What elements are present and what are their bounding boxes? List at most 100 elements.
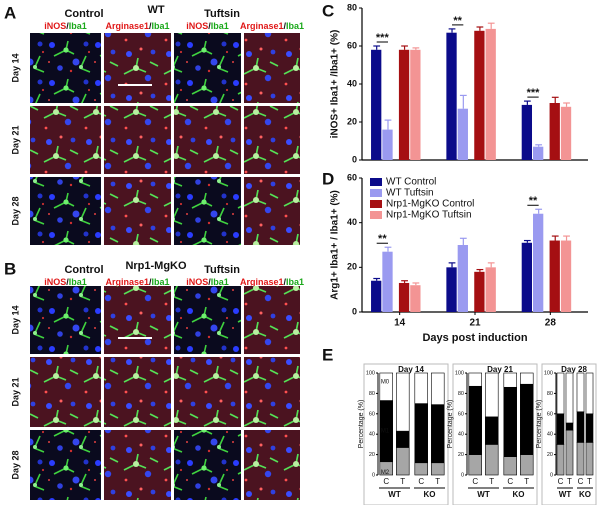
micrograph [104,177,171,245]
stacked-segment [520,454,534,476]
chart-title: Day 21 [487,365,513,374]
stacked-segment [396,447,410,476]
stain-counter: Iba1 [152,277,170,287]
y-tick-label: 0 [372,472,375,478]
y-tick-label: 20 [347,116,357,126]
panel-letter: D [322,169,334,188]
stain-separator: / [149,21,152,31]
bar [446,32,457,161]
x-tick-label: T [567,477,572,486]
stain-label: Arginase1/Iba1 [105,21,169,31]
legend-label: WT Tuftsin [386,188,434,199]
x-tick-label: T [587,477,592,486]
bar [521,242,533,312]
stacked-segment [396,430,410,448]
significance-label: *** [376,32,390,44]
group-label: KO [513,490,525,499]
legend-swatch [370,200,382,208]
condition-label: Tuftsin [204,8,240,20]
x-tick-label: C [383,477,389,486]
bar [474,271,485,312]
micrograph [244,177,300,245]
stain-label: Arginase1/Iba1 [105,277,169,287]
y-axis-label: Arg1+ Iba1+ / Iba1+ (%) [330,190,341,300]
x-tick-label: T [489,477,494,486]
stain-label: Arginase1/Iba1 [240,277,304,287]
stacked-segment [379,372,393,401]
stacked-segment [468,385,482,455]
x-tick-label: 14 [394,318,406,329]
stain-label: iNOS/Iba1 [44,277,87,287]
legend-swatch [370,211,382,219]
stacked-segment [503,372,517,388]
significance-label: ** [378,233,387,245]
micrograph [174,357,241,427]
stain-marker: Arginase1 [240,21,284,31]
y-tick-label: 80 [347,2,357,12]
y-tick-label: 40 [347,78,357,88]
stain-marker: Arginase1 [105,21,149,31]
condition-label: Control [64,8,103,20]
group-label: KO [424,490,436,499]
legend-label: Nrp1-MgKO Control [386,199,474,210]
stain-counter: Iba1 [152,21,170,31]
row-label: Day 21 [10,377,20,406]
y-tick-label: 60 [347,40,357,50]
stacked-segment [396,372,410,432]
y-tick-label: 20 [347,262,357,272]
y-axis-label: Percentage (%) [358,400,365,449]
chart-title: Day 28 [561,365,587,374]
y-tick-label: 20 [369,452,375,458]
legend-label: WT Control [386,177,436,188]
bar [521,104,533,160]
micrograph [30,33,101,103]
y-tick-label: 60 [369,411,375,417]
y-axis-label: iNOS+ Iba1+ /Iba1+ (%) [330,30,341,139]
stain-marker: iNOS [186,21,208,31]
panel-title: Nrp1-MgKO [125,260,187,272]
row-label: Day 28 [10,450,20,479]
stacked-segment [576,442,585,476]
y-tick-label: 60 [547,411,553,417]
stain-label: Arginase1/Iba1 [240,21,304,31]
bar [382,251,393,312]
x-tick-label: C [418,477,424,486]
y-tick-label: 0 [461,472,464,478]
stain-separator: / [66,277,69,287]
stacked-segment [585,372,594,415]
stain-counter: Iba1 [286,277,304,287]
micrograph [104,357,171,427]
micrograph [174,33,241,103]
stacked-segment [414,403,428,464]
y-tick-label: 20 [547,452,553,458]
y-tick-label: 100 [366,370,375,376]
micrograph [244,357,300,427]
segment-label: M2 [381,470,390,476]
x-tick-label: C [578,477,584,486]
y-axis-label: Percentage (%) [447,400,454,449]
stacked-segment [565,422,574,431]
stain-separator: / [208,277,211,287]
bar [457,245,468,312]
bar [371,280,382,312]
micrograph [174,177,241,245]
x-tick-label: T [435,477,440,486]
stacked-segment [556,372,565,415]
stain-label: iNOS/Iba1 [44,21,87,31]
x-axis-label: Days post induction [422,332,527,344]
row-label: Day 28 [10,196,20,225]
stacked-segment [585,413,594,443]
y-tick-label: 0 [550,472,553,478]
row-label: Day 21 [10,125,20,154]
stacked-segment [468,454,482,476]
chart-frame [363,363,449,505]
panel-letter: A [4,3,16,22]
micrograph [174,430,241,500]
group-label: WT [559,490,572,499]
stacked-segment [485,416,499,445]
group-label: WT [477,490,490,499]
micrograph [104,286,171,354]
group-label: KO [579,490,591,499]
stacked-segment [565,429,574,476]
micrograph [30,357,101,427]
